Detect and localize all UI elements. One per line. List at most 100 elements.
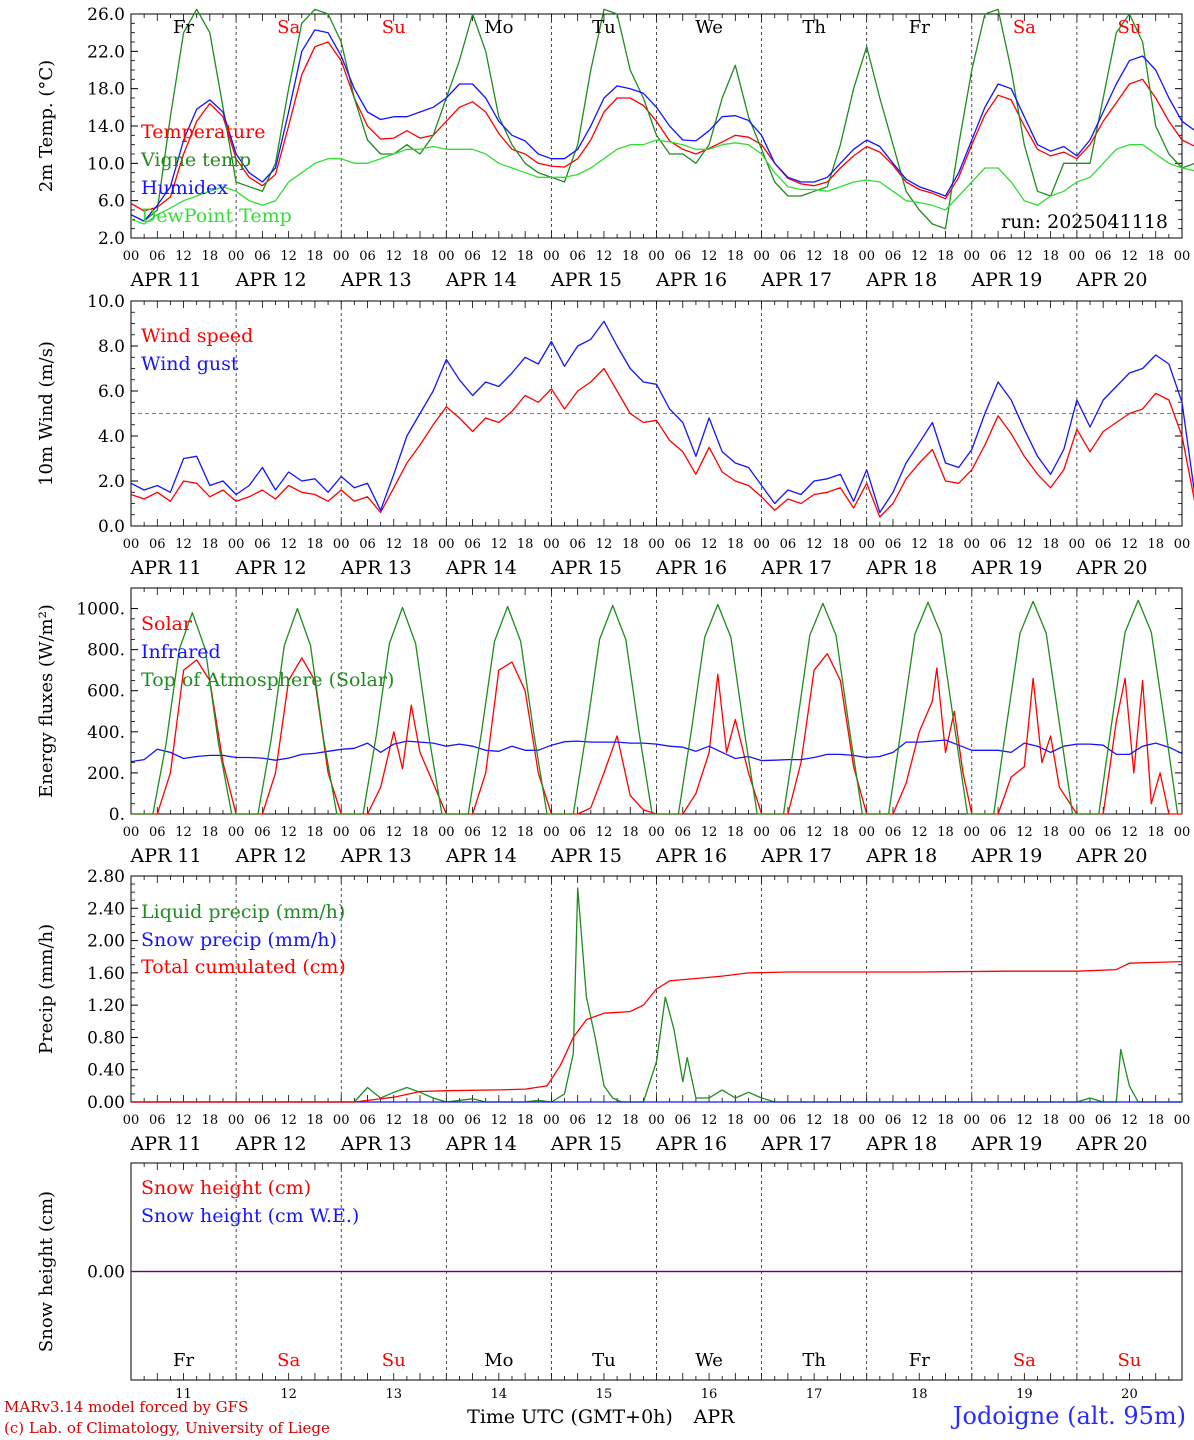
series-line-humidex bbox=[130, 29, 1194, 222]
hour-tick-label: 06 bbox=[569, 537, 586, 552]
hour-tick-label: 06 bbox=[254, 1113, 271, 1128]
y-tick-label: 6.0 bbox=[98, 382, 125, 402]
hour-tick-label: 18 bbox=[727, 825, 744, 840]
legend-entry: Snow precip (mm/h) bbox=[141, 929, 337, 951]
hour-tick-label: 06 bbox=[675, 537, 692, 552]
hour-tick-label: 00 bbox=[228, 537, 245, 552]
date-label: APR 15 bbox=[550, 269, 622, 291]
hour-tick-label: 18 bbox=[1042, 825, 1059, 840]
date-label: APR 20 bbox=[1075, 1133, 1147, 1155]
date-label: APR 16 bbox=[655, 845, 727, 867]
hour-tick-label: 12 bbox=[1016, 537, 1033, 552]
hour-tick-label: 06 bbox=[885, 1113, 902, 1128]
series-line-total-cumulated-cm- bbox=[131, 960, 1183, 1103]
hour-tick-label: 18 bbox=[412, 825, 429, 840]
date-label: APR 17 bbox=[760, 845, 832, 867]
date-label: APR 15 bbox=[550, 845, 622, 867]
legend-entry: Snow height (cm) bbox=[141, 1177, 311, 1199]
series-line-dewpoint-temp bbox=[130, 139, 1194, 225]
weekday-label: Th bbox=[802, 17, 826, 38]
weekday-label: Su bbox=[382, 17, 406, 38]
hour-tick-label: 18 bbox=[622, 1113, 639, 1128]
y-axis-label: 10m Wind (m/s) bbox=[36, 341, 57, 486]
hour-tick-label: 00 bbox=[964, 825, 981, 840]
hour-tick-label: 06 bbox=[885, 537, 902, 552]
run-label: run: 2025041118 bbox=[1001, 211, 1168, 233]
date-label: APR 16 bbox=[655, 1133, 727, 1155]
hour-tick-label: 06 bbox=[569, 249, 586, 264]
hour-tick-label: 12 bbox=[491, 825, 508, 840]
hour-tick-label: 18 bbox=[1147, 249, 1164, 264]
hour-tick-label: 18 bbox=[517, 1113, 534, 1128]
legend-entry: Humidex bbox=[141, 177, 228, 199]
hour-tick-label: 00 bbox=[333, 537, 350, 552]
date-label: APR 13 bbox=[340, 1133, 412, 1155]
hour-tick-label: 00 bbox=[753, 825, 770, 840]
hour-tick-label: 00 bbox=[1069, 249, 1086, 264]
date-label: APR 15 bbox=[550, 1133, 622, 1155]
y-axis-label: Snow height (cm) bbox=[36, 1191, 57, 1352]
legend-entry: Solar bbox=[141, 613, 193, 635]
day-number-label: 13 bbox=[385, 1387, 402, 1402]
day-number-label: 12 bbox=[280, 1387, 297, 1402]
weekday-label: Su bbox=[1117, 1350, 1141, 1371]
hour-tick-label: 00 bbox=[858, 537, 875, 552]
weekday-label: Su bbox=[1117, 17, 1141, 38]
hour-tick-label: 18 bbox=[1147, 1113, 1164, 1128]
hour-tick-label: 00 bbox=[543, 537, 560, 552]
hour-tick-label: 12 bbox=[911, 1113, 928, 1128]
hour-tick-label: 12 bbox=[1016, 249, 1033, 264]
hour-tick-label: 18 bbox=[307, 537, 324, 552]
series-line-infrared bbox=[130, 739, 1183, 763]
panel-2: 0.0 2.0 4.0 6.0 8.0 10.0 10m Wind (m/s) Wind sp… bbox=[36, 292, 1194, 579]
hour-tick-label: 18 bbox=[1147, 825, 1164, 840]
hour-tick-label: 18 bbox=[412, 249, 429, 264]
hour-tick-label: 18 bbox=[412, 537, 429, 552]
hour-tick-label: 06 bbox=[149, 249, 166, 264]
hour-tick-label: 06 bbox=[780, 537, 797, 552]
y-tick-label: 800. bbox=[87, 641, 125, 661]
hour-tick-label: 06 bbox=[990, 249, 1007, 264]
hour-tick-label: 12 bbox=[175, 825, 192, 840]
hour-tick-label: 06 bbox=[359, 249, 376, 264]
hour-tick-label: 12 bbox=[596, 1113, 613, 1128]
hour-tick-label: 06 bbox=[990, 825, 1007, 840]
weekday-label: Sa bbox=[277, 17, 300, 38]
date-label: APR 11 bbox=[130, 269, 202, 291]
date-label: APR 19 bbox=[970, 1133, 1042, 1155]
date-label: APR 16 bbox=[655, 269, 727, 291]
date-label: APR 18 bbox=[865, 845, 937, 867]
x-axis-label: Time UTC (GMT+0h) bbox=[467, 1406, 673, 1428]
hour-tick-label: 18 bbox=[622, 249, 639, 264]
hour-tick-label: 12 bbox=[385, 537, 402, 552]
hour-tick-label: 06 bbox=[149, 537, 166, 552]
y-tick-label: 2.00 bbox=[87, 932, 125, 952]
date-label: APR 19 bbox=[970, 845, 1042, 867]
hour-tick-label: 12 bbox=[911, 249, 928, 264]
hour-tick-label: 00 bbox=[123, 249, 140, 264]
weekday-label: We bbox=[695, 17, 723, 38]
hour-tick-label: 12 bbox=[280, 537, 297, 552]
hour-tick-label: 12 bbox=[806, 1113, 823, 1128]
y-tick-label: 0.0 bbox=[98, 517, 125, 537]
y-tick-label: 0.00 bbox=[87, 1263, 125, 1283]
hour-tick-label: 06 bbox=[149, 1113, 166, 1128]
y-axis-label: Precip (mm/h) bbox=[36, 924, 57, 1054]
hour-tick-label: 00 bbox=[1174, 537, 1191, 552]
hour-tick-label: 12 bbox=[806, 537, 823, 552]
day-number-label: 11 bbox=[175, 1387, 192, 1402]
hour-tick-label: 18 bbox=[202, 825, 219, 840]
y-tick-label: 0. bbox=[109, 805, 125, 825]
date-label: APR 13 bbox=[340, 269, 412, 291]
hour-tick-label: 12 bbox=[596, 537, 613, 552]
legend-entry: Vigne temp bbox=[140, 149, 251, 171]
y-tick-label: 2.40 bbox=[87, 899, 125, 919]
hour-tick-label: 12 bbox=[911, 537, 928, 552]
day-number-label: 19 bbox=[1016, 1387, 1033, 1402]
legend-entry: Total cumulated (cm) bbox=[141, 956, 346, 978]
legend-entry: Snow height (cm W.E.) bbox=[141, 1205, 359, 1227]
hour-tick-label: 06 bbox=[885, 249, 902, 264]
weekday-label: Sa bbox=[277, 1350, 300, 1371]
hour-tick-label: 00 bbox=[1174, 249, 1191, 264]
series-line-wind-gust bbox=[130, 320, 1194, 514]
